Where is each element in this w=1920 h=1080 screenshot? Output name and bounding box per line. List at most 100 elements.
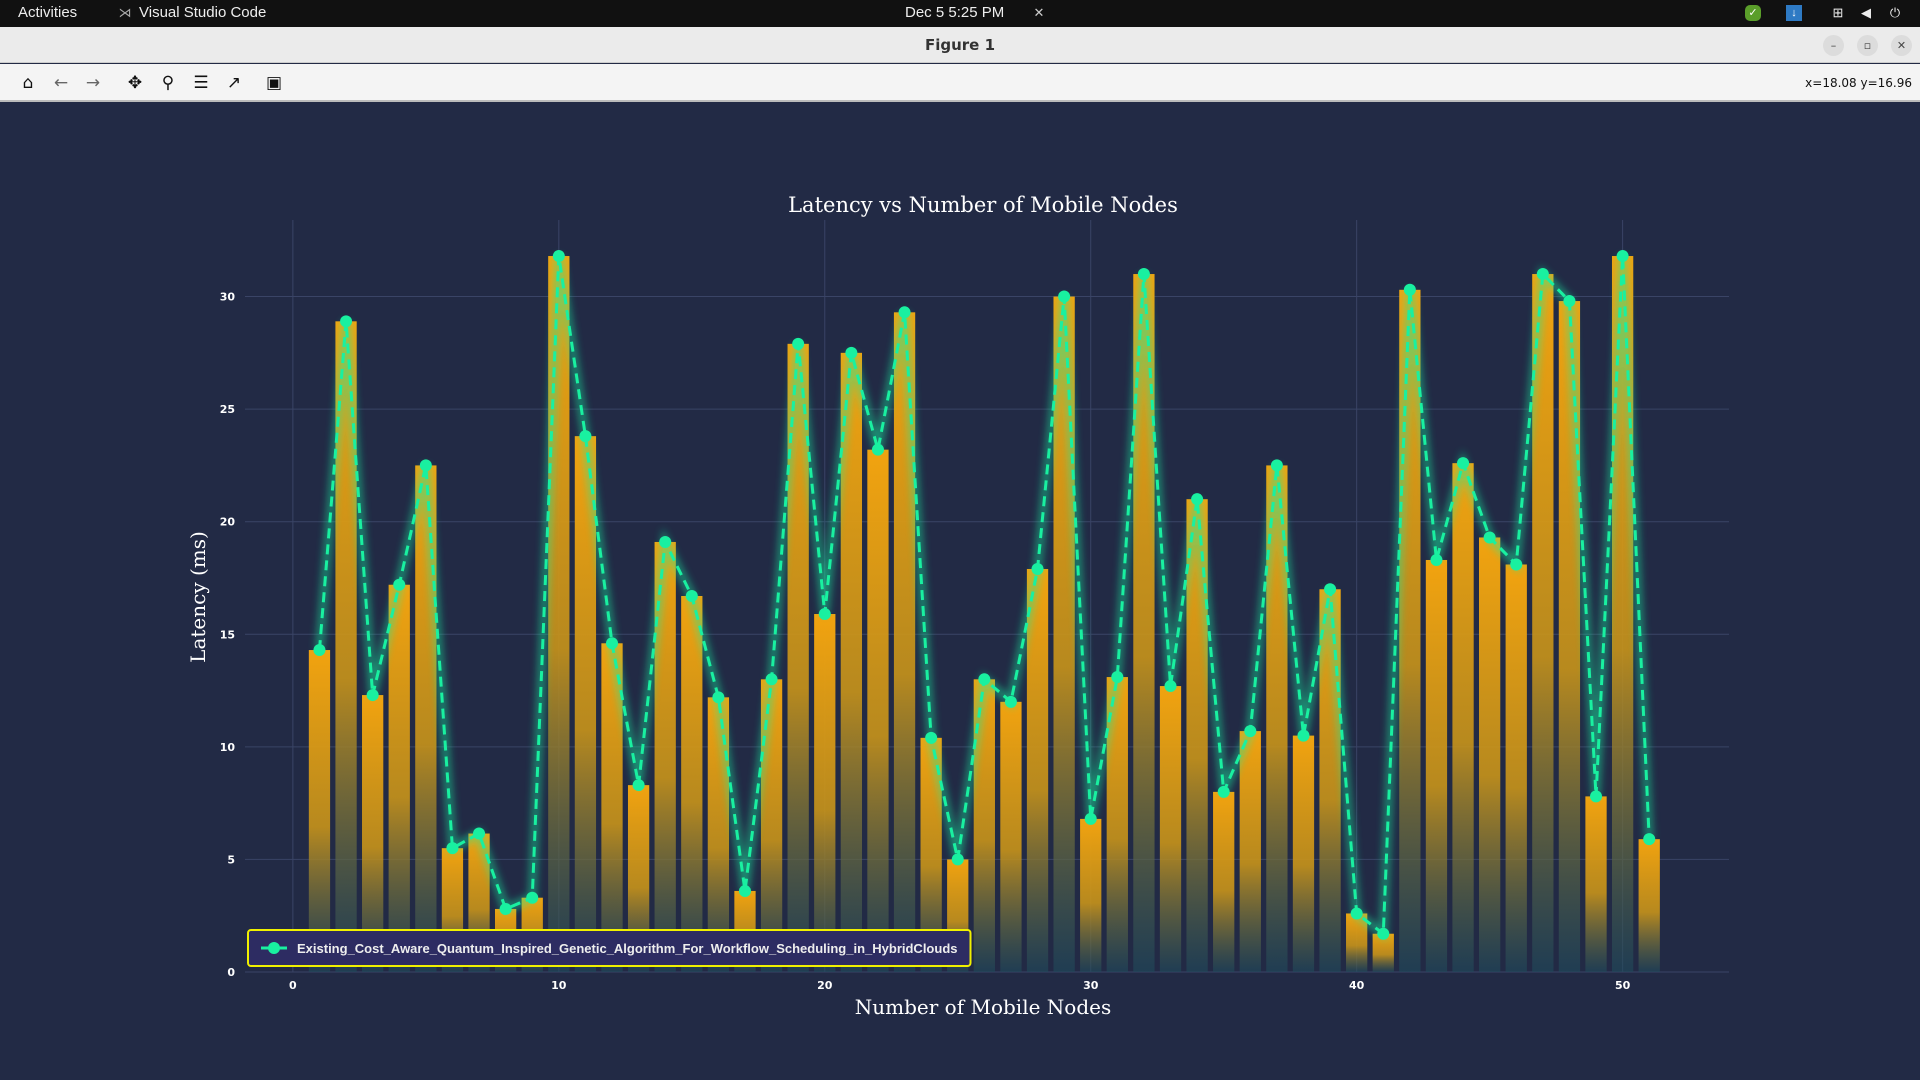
data-point[interactable] — [1164, 680, 1177, 693]
bar[interactable] — [1425, 559, 1448, 972]
edit-axis-icon[interactable]: ↗ — [226, 73, 242, 93]
data-point[interactable] — [1483, 531, 1496, 544]
download-icon[interactable]: ↓ — [1786, 5, 1802, 21]
bar[interactable] — [1133, 274, 1155, 972]
data-point[interactable] — [1430, 553, 1443, 566]
data-point[interactable] — [1004, 695, 1017, 708]
minimize-button[interactable]: – — [1823, 35, 1844, 56]
data-point[interactable] — [1590, 790, 1603, 803]
bar[interactable] — [1505, 564, 1527, 972]
forward-icon[interactable]: → — [85, 73, 101, 93]
data-point[interactable] — [1643, 833, 1656, 846]
bar[interactable] — [707, 697, 730, 972]
bar[interactable] — [1159, 686, 1182, 972]
data-point[interactable] — [951, 853, 964, 866]
data-point[interactable] — [1191, 493, 1204, 506]
bar[interactable] — [787, 343, 809, 972]
data-point[interactable] — [1616, 250, 1629, 263]
data-point[interactable] — [898, 306, 911, 319]
bar[interactable] — [1532, 274, 1554, 972]
data-point[interactable] — [632, 779, 645, 792]
data-point[interactable] — [1377, 927, 1390, 940]
bar[interactable] — [601, 643, 623, 972]
restore-button[interactable]: ▫ — [1857, 35, 1878, 56]
update-ok-icon[interactable]: ✓ — [1745, 5, 1761, 21]
bar[interactable] — [1266, 465, 1288, 972]
bar[interactable] — [1213, 791, 1235, 972]
data-point[interactable] — [685, 590, 698, 602]
power-icon[interactable]: ⏻ — [1889, 5, 1901, 20]
app-menu[interactable]: Visual Studio Code — [139, 4, 267, 21]
data-point[interactable] — [526, 891, 539, 904]
bar[interactable] — [893, 312, 916, 972]
data-point[interactable] — [579, 430, 592, 443]
bar[interactable] — [681, 596, 703, 972]
data-point[interactable] — [1111, 671, 1124, 684]
close-button[interactable]: ✕ — [1891, 35, 1912, 56]
data-point[interactable] — [1031, 562, 1044, 575]
data-point[interactable] — [871, 443, 884, 456]
data-point[interactable] — [1137, 268, 1150, 281]
data-point[interactable] — [792, 337, 805, 350]
bar[interactable] — [1239, 731, 1261, 972]
data-point[interactable] — [393, 578, 406, 591]
data-point[interactable] — [738, 884, 751, 897]
bar[interactable] — [1585, 796, 1607, 972]
bar[interactable] — [840, 352, 863, 972]
save-icon[interactable]: ▣ — [265, 73, 283, 93]
data-point[interactable] — [340, 315, 353, 328]
data-point[interactable] — [473, 827, 486, 840]
bar[interactable] — [814, 614, 836, 972]
data-point[interactable] — [366, 689, 379, 702]
volume-icon[interactable]: ◀ — [1861, 5, 1871, 20]
bar[interactable] — [1638, 839, 1660, 972]
bar[interactable] — [1000, 701, 1022, 972]
bar[interactable] — [627, 785, 650, 972]
data-point[interactable] — [1563, 295, 1576, 308]
data-point[interactable] — [818, 608, 831, 621]
data-point[interactable] — [659, 535, 672, 548]
data-point[interactable] — [1084, 812, 1097, 825]
home-icon[interactable]: ⌂ — [22, 73, 34, 93]
data-point[interactable] — [1058, 290, 1071, 303]
bar[interactable] — [1292, 735, 1315, 972]
data-point[interactable] — [1244, 725, 1257, 738]
bar[interactable] — [1372, 933, 1394, 972]
activities-button[interactable]: Activities — [18, 4, 78, 21]
bar[interactable] — [1346, 913, 1368, 972]
bar[interactable] — [973, 679, 995, 972]
bar[interactable] — [920, 737, 942, 972]
bar[interactable] — [654, 541, 676, 972]
data-point[interactable] — [845, 346, 858, 359]
back-icon[interactable]: ← — [53, 73, 69, 93]
data-point[interactable] — [1297, 729, 1310, 742]
bar[interactable] — [1106, 677, 1128, 972]
bar[interactable] — [308, 650, 331, 972]
data-point[interactable] — [712, 691, 725, 704]
data-point[interactable] — [552, 250, 565, 263]
data-point[interactable] — [1217, 785, 1230, 798]
data-point[interactable] — [313, 644, 326, 657]
bar[interactable] — [867, 449, 889, 972]
bar[interactable] — [1080, 818, 1102, 972]
data-point[interactable] — [1350, 907, 1363, 920]
data-point[interactable] — [419, 459, 432, 472]
legend[interactable]: Existing_Cost_Aware_Quantum_Inspired_Gen… — [247, 929, 972, 967]
data-point[interactable] — [499, 902, 512, 915]
data-point[interactable] — [925, 731, 938, 744]
data-point[interactable] — [765, 673, 778, 686]
data-point[interactable] — [1457, 457, 1470, 470]
data-point[interactable] — [1270, 459, 1283, 472]
bar[interactable] — [1452, 463, 1474, 972]
bar[interactable] — [388, 584, 410, 972]
data-point[interactable] — [1536, 268, 1549, 281]
data-point[interactable] — [446, 842, 459, 855]
clock[interactable]: Dec 5 5:25 PM — [905, 4, 1005, 21]
bar[interactable] — [362, 695, 384, 972]
bar[interactable] — [574, 436, 597, 973]
chart[interactable]: 0 10 20 30 40 50 0 5 10 15 20 25 30 Latency vs Numbe… — [0, 103, 1920, 1080]
configure-subplots-icon[interactable]: ☰ — [193, 73, 209, 93]
network-icon[interactable]: ⊞ — [1832, 5, 1844, 20]
data-point[interactable] — [1324, 583, 1337, 596]
bar[interactable] — [1026, 568, 1049, 972]
